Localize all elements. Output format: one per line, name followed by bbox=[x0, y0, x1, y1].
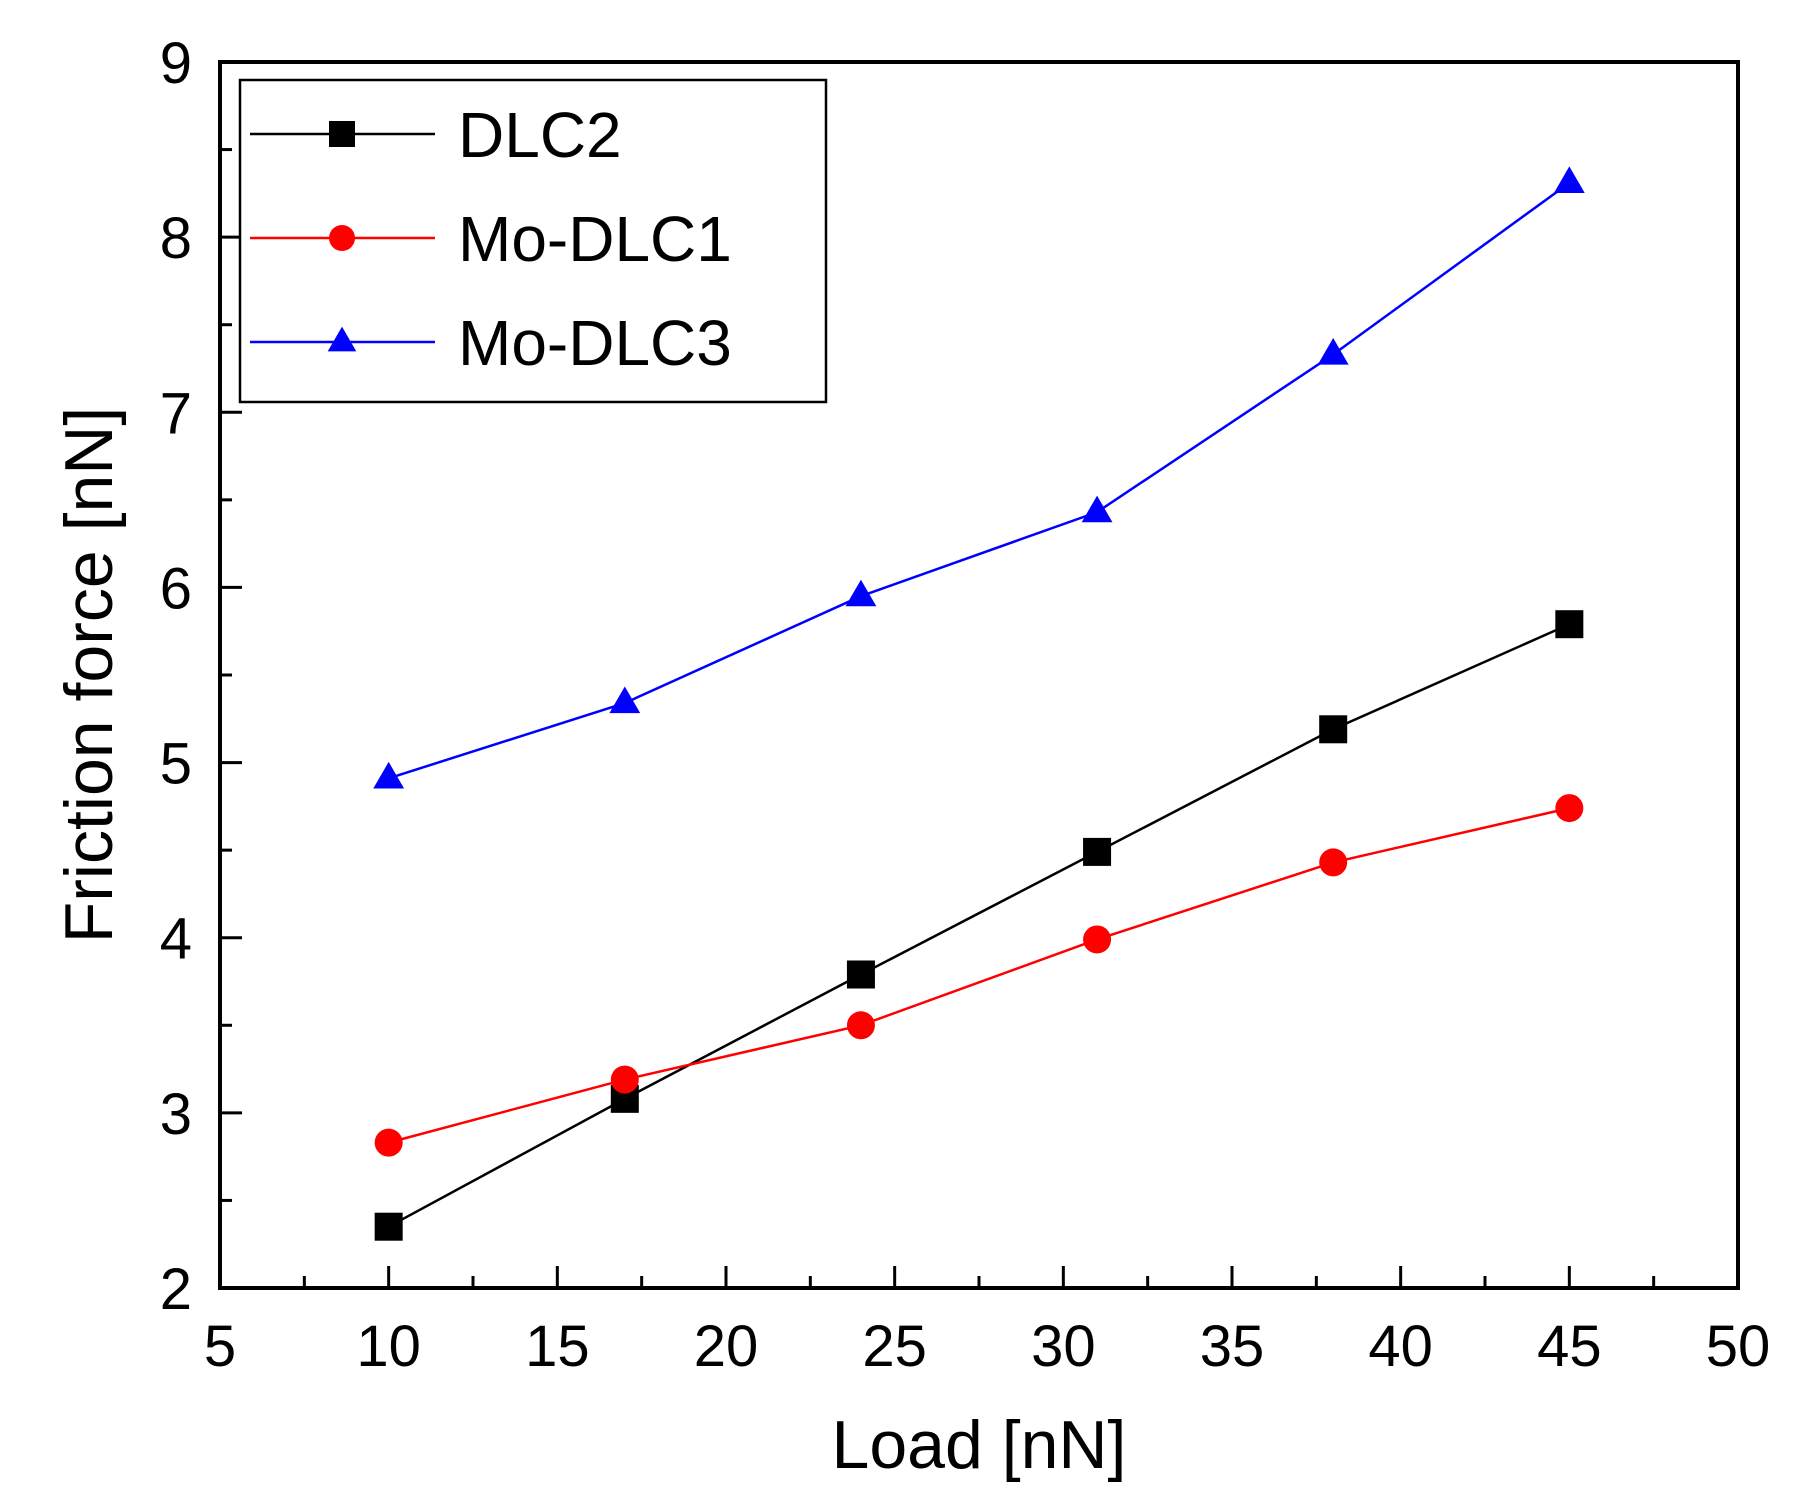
y-tick-label: 4 bbox=[160, 907, 192, 972]
series-layer bbox=[373, 166, 1585, 1241]
x-tick-label: 50 bbox=[1706, 1314, 1771, 1379]
y-tick-label: 9 bbox=[160, 31, 192, 96]
legend-item-mo-dlc3: Mo-DLC3 bbox=[250, 307, 732, 379]
series-mo-dlc1 bbox=[374, 794, 1584, 1157]
data-point-mo-dlc3 bbox=[1553, 166, 1585, 193]
legend-label: Mo-DLC1 bbox=[458, 203, 732, 275]
x-axis-title: Load [nN] bbox=[832, 1407, 1127, 1483]
series-mo-dlc3 bbox=[373, 166, 1585, 789]
y-tick-label: 3 bbox=[160, 1082, 192, 1147]
x-tick-label: 40 bbox=[1368, 1314, 1433, 1379]
legend-swatch-marker bbox=[327, 326, 357, 352]
y-tick-label: 5 bbox=[160, 732, 192, 797]
x-tick-label: 15 bbox=[525, 1314, 590, 1379]
x-tick-label: 10 bbox=[356, 1314, 421, 1379]
legend-label: DLC2 bbox=[458, 99, 622, 171]
series-line-mo-dlc1 bbox=[388, 806, 1570, 1144]
data-point-dlc2 bbox=[1083, 837, 1112, 866]
y-tick-label: 7 bbox=[160, 381, 192, 446]
x-tick-label: 20 bbox=[694, 1314, 759, 1379]
data-point-dlc2 bbox=[374, 1212, 403, 1241]
legend-item-dlc2: DLC2 bbox=[250, 99, 622, 171]
y-tick-label: 6 bbox=[160, 556, 192, 621]
data-point-dlc2 bbox=[1319, 715, 1348, 744]
data-point-mo-dlc3 bbox=[1081, 495, 1113, 523]
data-point-mo-dlc1 bbox=[846, 1011, 875, 1040]
data-point-mo-dlc1 bbox=[374, 1128, 403, 1157]
data-point-mo-dlc3 bbox=[373, 761, 405, 789]
series-dlc2 bbox=[374, 610, 1584, 1241]
y-axis-title: Friction force [nN] bbox=[51, 407, 127, 944]
series-line-dlc2 bbox=[388, 623, 1570, 1228]
y-tick-label: 8 bbox=[160, 206, 192, 271]
data-point-mo-dlc3 bbox=[1317, 337, 1349, 365]
legend-swatch-marker bbox=[329, 225, 355, 251]
x-tick-label: 30 bbox=[1031, 1314, 1096, 1379]
legend-swatch-marker bbox=[329, 121, 355, 147]
data-point-mo-dlc1 bbox=[1083, 925, 1112, 954]
data-point-mo-dlc3 bbox=[609, 686, 641, 714]
x-tick-label: 45 bbox=[1537, 1314, 1602, 1379]
data-point-dlc2 bbox=[846, 960, 875, 989]
data-point-dlc2 bbox=[1555, 610, 1584, 639]
data-point-mo-dlc1 bbox=[610, 1065, 639, 1094]
data-point-mo-dlc1 bbox=[1555, 794, 1584, 823]
legend: DLC2 Mo-DLC1 Mo-DLC3 bbox=[238, 78, 828, 404]
data-point-mo-dlc3 bbox=[845, 579, 877, 607]
legend-item-mo-dlc1: Mo-DLC1 bbox=[250, 203, 732, 275]
data-point-mo-dlc1 bbox=[1319, 848, 1348, 877]
legend-label: Mo-DLC3 bbox=[458, 307, 732, 379]
x-tick-label: 5 bbox=[204, 1314, 236, 1379]
y-tick-label: 2 bbox=[160, 1257, 192, 1322]
x-tick-label: 25 bbox=[862, 1314, 927, 1379]
plot-frame bbox=[218, 60, 1740, 1290]
series-line-mo-dlc3 bbox=[388, 181, 1571, 780]
x-tick-label: 35 bbox=[1200, 1314, 1265, 1379]
